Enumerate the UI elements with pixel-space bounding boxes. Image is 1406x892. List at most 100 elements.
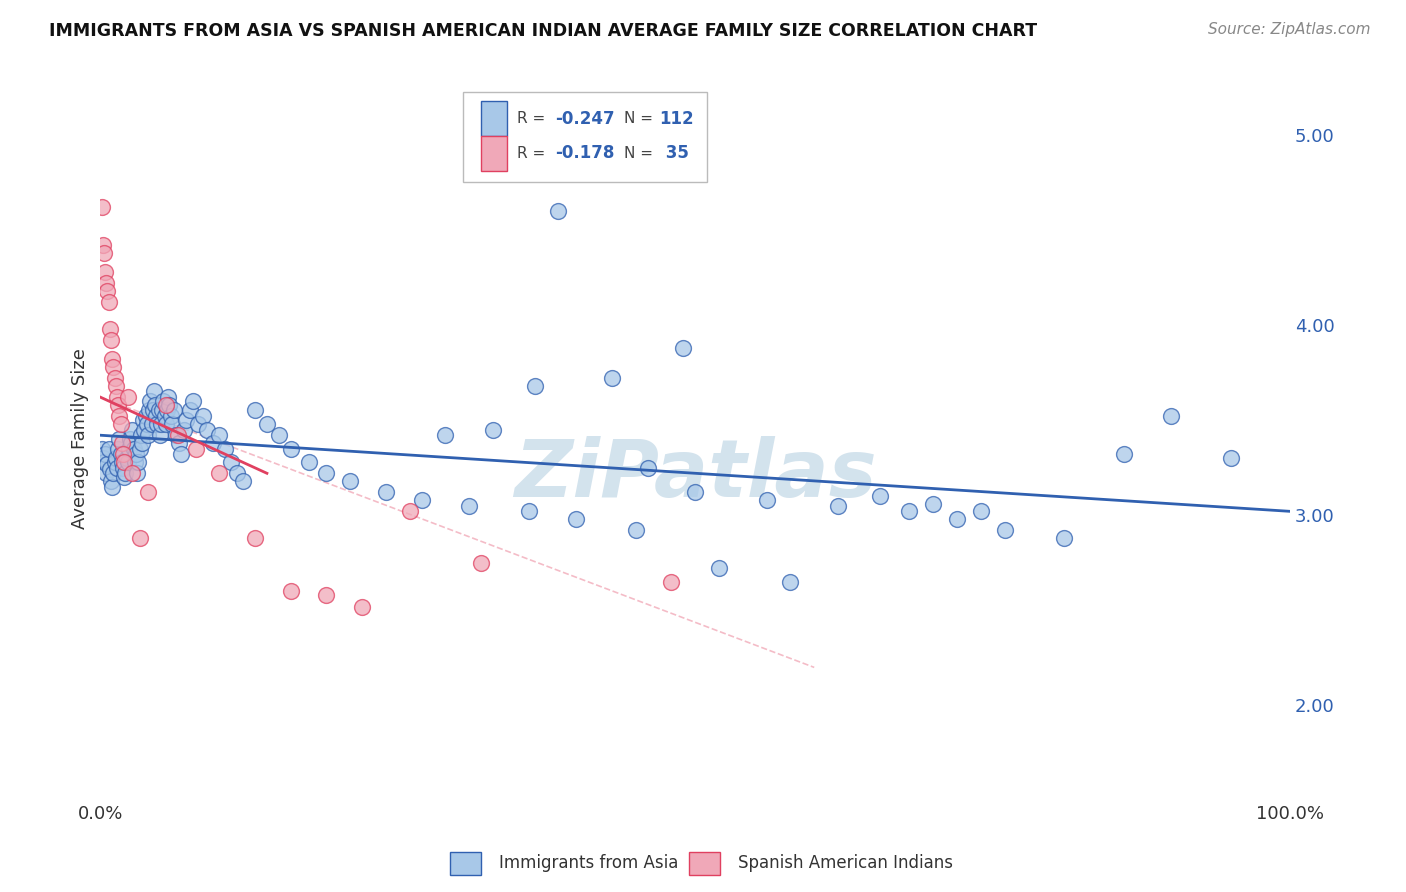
Point	[93, 245, 115, 260]
Point	[191, 409, 214, 424]
Point	[115, 451, 138, 466]
Point	[219, 455, 242, 469]
Point	[107, 398, 129, 412]
Point	[173, 423, 195, 437]
Point	[110, 447, 132, 461]
Point	[214, 442, 236, 456]
Point	[96, 284, 118, 298]
Y-axis label: Average Family Size: Average Family Size	[72, 349, 89, 530]
Text: 112: 112	[659, 110, 695, 128]
Point	[1053, 531, 1076, 545]
Point	[922, 497, 945, 511]
Point	[125, 447, 148, 461]
Point	[523, 378, 546, 392]
Point	[827, 499, 849, 513]
Point	[565, 512, 588, 526]
Text: 35: 35	[659, 145, 689, 162]
Point	[111, 447, 134, 461]
Point	[121, 423, 143, 437]
Point	[132, 413, 155, 427]
Point	[163, 403, 186, 417]
Point	[91, 238, 114, 252]
Point	[149, 428, 172, 442]
Point	[411, 492, 433, 507]
Point	[135, 417, 157, 431]
Point	[661, 574, 683, 589]
Point	[160, 417, 183, 431]
Point	[517, 504, 540, 518]
Point	[208, 428, 231, 442]
Point	[1112, 447, 1135, 461]
Point	[150, 403, 173, 417]
Point	[226, 467, 249, 481]
Point	[98, 321, 121, 335]
Point	[105, 460, 128, 475]
Point	[118, 442, 141, 456]
Point	[138, 403, 160, 417]
Point	[155, 398, 177, 412]
Point	[90, 442, 112, 456]
Point	[683, 485, 706, 500]
Point	[167, 435, 190, 450]
Point	[297, 455, 319, 469]
Point	[547, 203, 569, 218]
Point	[157, 398, 180, 412]
Text: ZiPatlas: ZiPatlas	[515, 436, 876, 514]
Point	[127, 467, 149, 481]
Point	[624, 524, 647, 538]
Point	[100, 474, 122, 488]
Point	[181, 394, 204, 409]
Point	[141, 417, 163, 431]
Point	[100, 333, 122, 347]
Point	[129, 428, 152, 442]
Text: R =: R =	[517, 112, 550, 126]
Point	[970, 504, 993, 518]
Point	[156, 403, 179, 417]
Point	[1219, 451, 1241, 466]
Point	[112, 470, 135, 484]
Point	[121, 467, 143, 481]
Point	[146, 417, 169, 431]
Point	[97, 295, 120, 310]
FancyBboxPatch shape	[463, 92, 707, 182]
Point	[104, 451, 127, 466]
Point	[143, 398, 166, 412]
Point	[108, 432, 131, 446]
Point	[101, 480, 124, 494]
Text: -0.247: -0.247	[555, 110, 614, 128]
Point	[159, 409, 181, 424]
Point	[134, 423, 156, 437]
Point	[145, 409, 167, 424]
Point	[108, 409, 131, 424]
Point	[197, 423, 219, 437]
Point	[111, 460, 134, 475]
Point	[166, 428, 188, 442]
Point	[315, 467, 337, 481]
Text: N =: N =	[624, 112, 658, 126]
Point	[96, 457, 118, 471]
Point	[131, 435, 153, 450]
Point	[105, 390, 128, 404]
Point	[470, 556, 492, 570]
Point	[91, 451, 114, 466]
Point	[122, 442, 145, 456]
FancyBboxPatch shape	[481, 102, 508, 136]
Point	[152, 394, 174, 409]
Point	[104, 378, 127, 392]
Point	[90, 200, 112, 214]
Point	[114, 467, 136, 481]
Point	[153, 409, 176, 424]
Point	[374, 485, 396, 500]
Point	[117, 455, 139, 469]
Point	[101, 352, 124, 367]
Point	[600, 371, 623, 385]
Point	[707, 561, 730, 575]
Point	[174, 413, 197, 427]
Point	[142, 384, 165, 399]
Point	[869, 489, 891, 503]
Point	[139, 394, 162, 409]
Point	[994, 524, 1017, 538]
Text: N =: N =	[624, 146, 658, 161]
Point	[111, 455, 134, 469]
Point	[124, 455, 146, 469]
